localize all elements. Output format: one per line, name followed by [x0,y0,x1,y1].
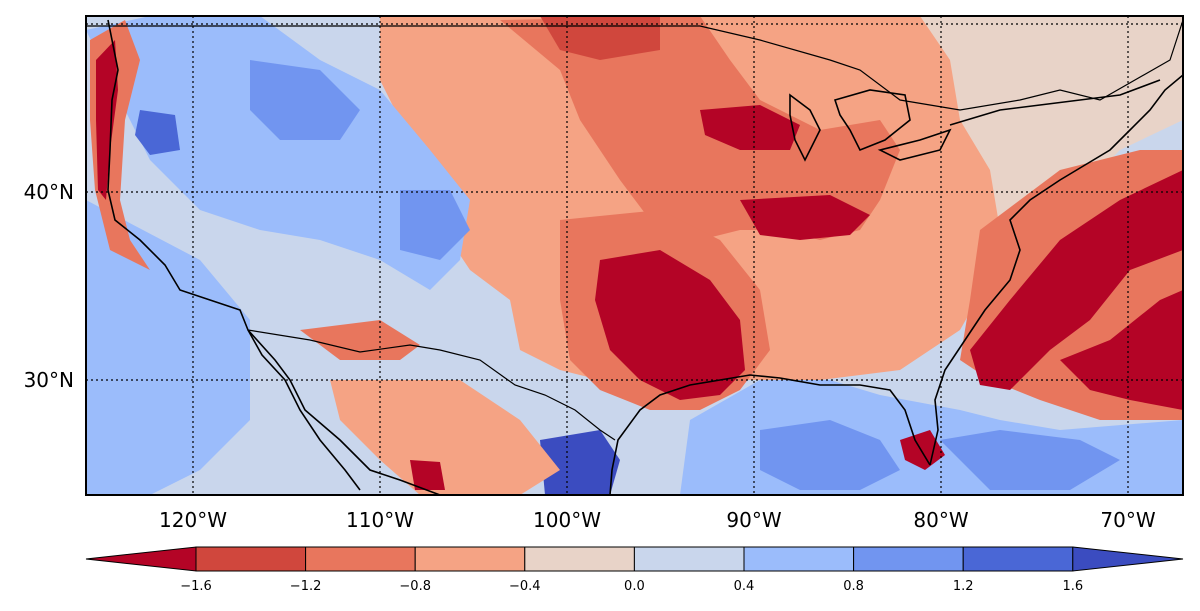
anomaly-region-warm-mexico [410,460,445,490]
colorbar-segment [853,546,964,572]
colorbar-segment [195,546,307,572]
lon-tick-labels: 120°W 110°W 100°W 90°W 80°W 70°W [159,508,1156,532]
gulf-of-st-lawrence [949,79,1161,126]
anomaly-region-cool-west [86,16,470,290]
coastline-baja [247,329,361,491]
anomaly-region-warm-mexico [300,320,420,360]
anomaly-region-warm-central [500,16,900,240]
colorbar-segment [743,546,855,572]
lon-tick-label: 120°W [159,508,227,532]
anomaly-region-warm-atlantic [970,170,1183,390]
anomaly-region-cool-gulf [760,420,900,490]
anomaly-region-cool-west [135,110,180,155]
anomaly-region-warm-central [700,105,800,150]
lat-tick-label: 40°N [24,180,74,204]
anomaly-region-warm-mexico [900,430,945,470]
colorbar-tick-label: −0.4 [509,579,541,594]
anomaly-region-warm-westcoast [96,40,118,200]
colorbar-tick-label: −0.8 [399,579,431,594]
lon-tick-label: 100°W [533,508,601,532]
colorbar-segment [524,546,635,572]
anomaly-region-cool-west [86,200,250,495]
colorbar-tick-label: −1.6 [180,579,212,594]
colorbar-extend-min [85,546,197,572]
coastline-gulf [609,374,931,495]
anomaly-region-warm-central [740,195,870,240]
anomaly-region-warm-central [540,16,660,60]
colorbar-tick-label: 0.4 [734,579,755,594]
anomaly-region-warm-central [920,16,1183,240]
lon-tick-label: 110°W [346,508,414,532]
colorbar-segment [962,546,1074,572]
colorbar-segment [633,546,745,572]
lat-tick-labels: 40°N 30°N [24,180,74,392]
great-lakes [789,89,952,162]
colorbar: −1.6 −1.2 −0.8 −0.4 0.0 0.4 0.8 1.2 1.6 [85,546,1184,594]
anomaly-region-cool-gulf [940,430,1120,490]
map-frame [85,15,1184,496]
anomaly-region-cool-gulf [540,430,620,495]
colorbar-tick-label: 0.0 [624,579,645,594]
anomaly-field [86,16,1183,495]
anomaly-region-warm-mexico [330,380,560,495]
anomaly-region-cool-west [250,60,360,140]
lat-tick-label: 30°N [24,368,74,392]
colorbar-segment [414,546,526,572]
colorbar-extend-max [1072,546,1184,572]
anomaly-region-cool-west [400,190,470,260]
border-us-canada [86,19,1183,111]
lon-tick-label: 80°W [913,508,968,532]
anomaly-region-warm-central [595,250,745,400]
colorbar-tick-label: 1.6 [1062,579,1083,594]
coastline-west [107,19,441,495]
lon-tick-label: 70°W [1100,508,1155,532]
lon-tick-label: 90°W [726,508,781,532]
border-us-mexico [247,329,616,441]
colorbar-tick-label: −1.2 [290,579,322,594]
colorbar-segment [305,546,416,572]
colorbar-tick-label: 1.2 [953,579,974,594]
colorbar-tick-label: 0.8 [843,579,864,594]
